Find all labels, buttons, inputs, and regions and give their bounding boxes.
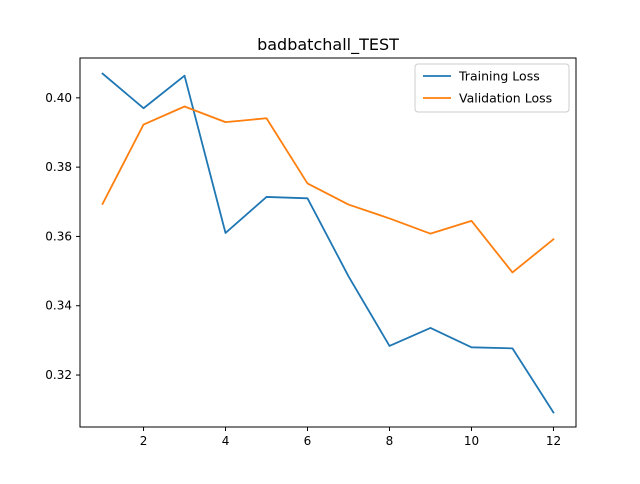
series-2-point [265, 117, 267, 119]
series-line-2 [101, 105, 555, 274]
series-1-point [306, 197, 308, 199]
series-2-point [183, 105, 185, 107]
y-tick-label: 0.36 [45, 229, 72, 243]
legend-label-1: Training Loss [458, 69, 540, 84]
series-2-point [224, 121, 226, 123]
legend-label-2: Validation Loss [459, 91, 552, 106]
series-1-point [388, 345, 390, 347]
series-1-point [183, 74, 185, 76]
series-1-point [142, 107, 144, 109]
x-tick-label: 4 [222, 434, 230, 448]
x-tick-label: 2 [140, 434, 148, 448]
y-tick-label: 0.34 [45, 299, 72, 313]
x-tick-label: 10 [464, 434, 479, 448]
y-tick-label: 0.38 [45, 160, 72, 174]
legend: Training Loss Validation Loss [414, 63, 570, 113]
series-2-point [101, 203, 103, 205]
series-1-point [511, 347, 513, 349]
series-1-point [552, 411, 554, 413]
series-1-point [347, 275, 349, 277]
series-line-1 [101, 72, 555, 414]
legend-box [414, 63, 570, 113]
series-1-point [265, 196, 267, 198]
y-tick-label: 0.40 [45, 91, 72, 105]
chart-title: badbatchall_TEST [257, 35, 399, 55]
x-tick-label: 12 [546, 434, 561, 448]
series-2-point [429, 232, 431, 234]
series-1-point [101, 72, 103, 74]
plot-area: 2 4 6 8 10 12 0.32 0.34 0.36 0.38 0.40 [45, 57, 577, 448]
series-2-point [552, 238, 554, 240]
series-2-point [388, 217, 390, 219]
axes-frame [79, 57, 577, 428]
series-2-point [347, 203, 349, 205]
series-1-point [429, 327, 431, 329]
x-tick-label: 6 [304, 434, 312, 448]
series-2-point [306, 182, 308, 184]
series-1-point [224, 232, 226, 234]
series-2-point [470, 220, 472, 222]
series-2-point [142, 123, 144, 125]
series-2-point [511, 271, 513, 273]
y-tick-label: 0.32 [45, 368, 72, 382]
x-tick-label: 8 [386, 434, 394, 448]
series-1-point [470, 346, 472, 348]
